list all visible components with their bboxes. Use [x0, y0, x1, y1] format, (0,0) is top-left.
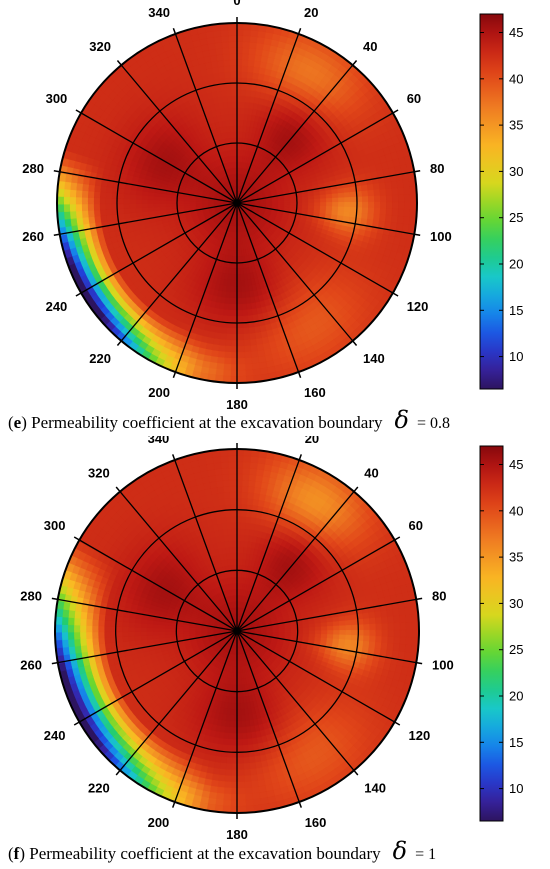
- chart-panel-e: 0 20 40 60 80 100 120 140 160 180 200 220 240 260 280 3…: [8, 0, 523, 434]
- angular-tick-label: 0: [233, 0, 240, 8]
- colorbar: 10 15 20 25 30 35 40 45: [479, 13, 523, 390]
- polar-heatmap-f: 0204060801001201401601802002202402602803…: [20, 436, 523, 842]
- angular-tick-label: 80: [430, 161, 444, 176]
- angular-tick: [297, 371, 302, 379]
- angular-tick-label: 320: [89, 39, 111, 54]
- caption-symbol: δ: [394, 406, 409, 434]
- angular-tick-label: 100: [430, 229, 452, 244]
- colorbar-tick-label: 20: [509, 257, 523, 272]
- chart-panel-f: 0204060801001201401601802002202402602803…: [0, 436, 550, 869]
- colorbar-tick-label: 30: [509, 164, 523, 179]
- colorbar-tick-label: 45: [509, 25, 523, 40]
- angular-tick: [352, 340, 358, 346]
- angular-tick: [53, 233, 60, 237]
- angular-tick: [352, 60, 358, 66]
- angular-tick: [116, 340, 122, 346]
- angular-tick-label: 200: [148, 385, 170, 400]
- angular-tick-label: 120: [407, 299, 429, 314]
- caption-letter: e: [13, 413, 22, 432]
- angular-tick: [172, 371, 177, 379]
- angular-tick-label: 340: [148, 5, 170, 20]
- caption-value: = 0.8: [416, 415, 450, 432]
- angular-tick-label: 260: [22, 229, 44, 244]
- angular-tick: [75, 109, 82, 114]
- angular-tick: [392, 109, 399, 114]
- angular-tick-label: 40: [363, 39, 377, 54]
- colorbar-gradient: [479, 13, 504, 390]
- angular-tick-label: 140: [363, 351, 385, 366]
- angular-tick-label: 20: [304, 5, 318, 20]
- colorbar-tick-label: 15: [509, 303, 523, 318]
- colorbar-tick-label: 40: [509, 71, 523, 86]
- angular-tick-label: 160: [304, 385, 326, 400]
- caption-e: (e) Permeability coefficient at the exca…: [8, 406, 450, 434]
- angular-tick: [172, 27, 177, 35]
- polar-heatmap-e: 0204060801001201401601802002202402602803…: [22, 0, 523, 412]
- angular-tick: [392, 292, 399, 297]
- angular-tick: [414, 233, 421, 237]
- colorbar-tick-label: 35: [509, 118, 523, 133]
- caption-text: Permeability coefficient at the excavati…: [31, 413, 383, 432]
- angular-tick: [75, 292, 82, 297]
- angular-tick-label: 60: [407, 91, 421, 106]
- angular-tick-label: 240: [46, 299, 68, 314]
- angular-tick: [414, 169, 421, 173]
- angular-tick: [53, 169, 60, 173]
- colorbar-tick-label: 25: [509, 210, 523, 225]
- angular-tick: [297, 27, 302, 35]
- colorbar-tick-label: 10: [509, 349, 523, 364]
- angular-tick-label: 300: [46, 91, 68, 106]
- angular-tick-label: 220: [89, 351, 111, 366]
- angular-tick-label: 280: [22, 161, 44, 176]
- center-point: [233, 199, 241, 207]
- angular-tick: [116, 60, 122, 66]
